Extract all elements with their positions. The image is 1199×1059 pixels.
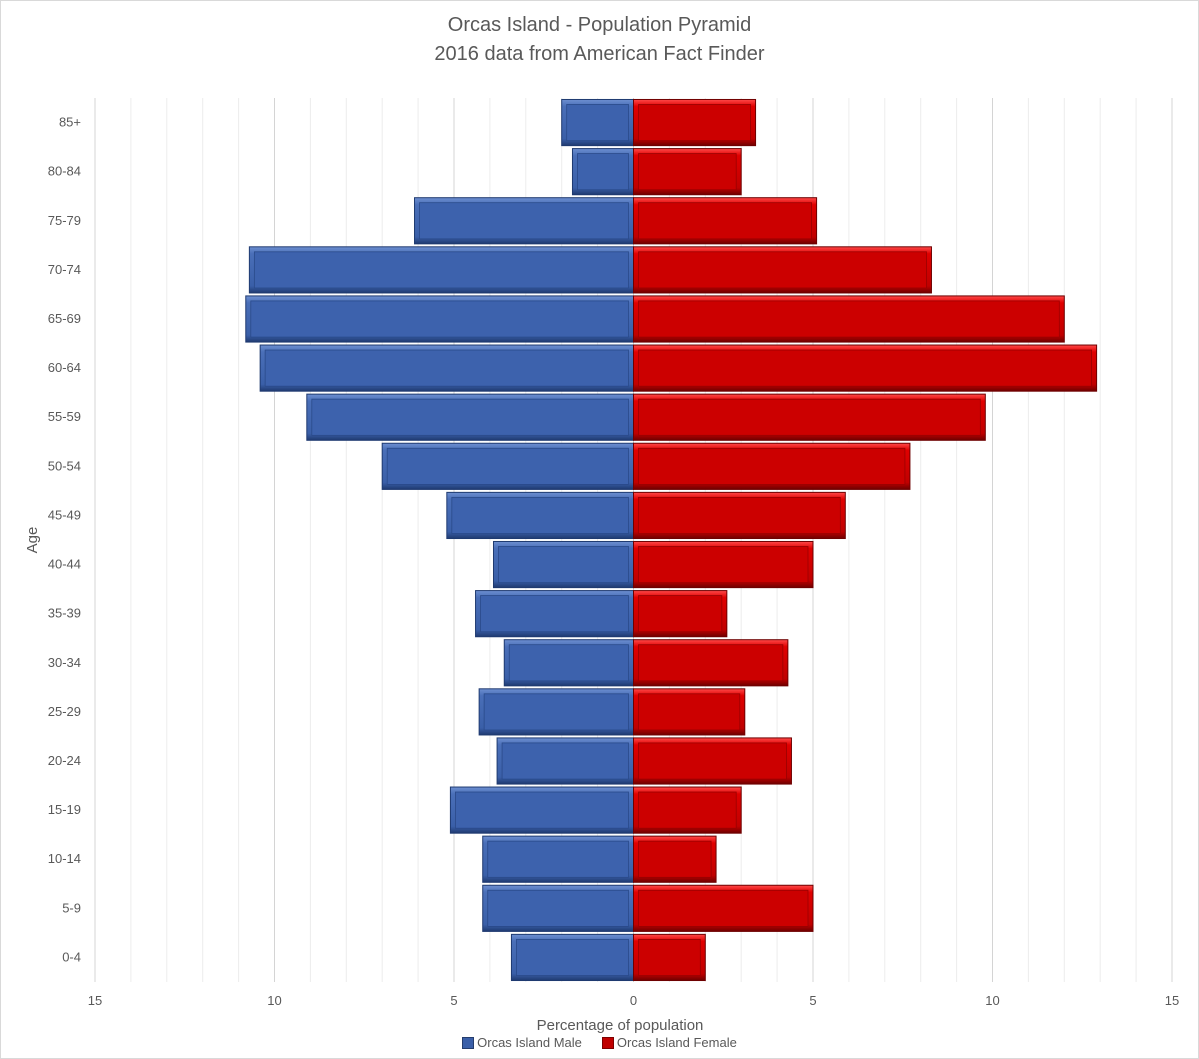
male-bar-45-49 — [446, 491, 634, 540]
x-tick-label: 5 — [809, 993, 816, 1008]
female-bar-30-34 — [633, 639, 789, 687]
x-tick-label: 0 — [630, 993, 637, 1008]
y-tick-label: 60-64 — [48, 360, 81, 375]
x-tick-label: 10 — [985, 993, 999, 1008]
female-bar-80-84 — [633, 148, 742, 196]
female-bar-40-44 — [633, 540, 814, 589]
male-bar-25-29 — [478, 688, 634, 736]
y-tick-label: 75-79 — [48, 213, 81, 228]
x-tick-label: 15 — [88, 993, 102, 1008]
female-bar-5-9 — [633, 884, 814, 932]
y-tick-label: 70-74 — [48, 262, 81, 277]
male-bar-75-79 — [414, 197, 635, 245]
male-bar-10-14 — [482, 835, 634, 883]
legend-label-male: Orcas Island Male — [477, 1035, 582, 1050]
y-tick-label: 30-34 — [48, 655, 81, 670]
y-tick-label: 5-9 — [62, 900, 81, 915]
male-bar-70-74 — [248, 246, 634, 294]
y-axis-title: Age — [24, 527, 41, 554]
y-tick-labels: 85+ 80-84 75-79 70-74 65-69 60-64 55-59 50-54 45… — [48, 115, 81, 965]
female-bar-55-59 — [633, 393, 986, 441]
male-bar-0-4 — [510, 933, 634, 982]
female-bar-25-29 — [633, 688, 746, 736]
male-bar-20-24 — [496, 737, 634, 785]
x-tick-label: 5 — [450, 993, 457, 1008]
y-tick-label: 0-4 — [62, 949, 81, 964]
male-bar-85+ — [561, 98, 635, 147]
y-tick-label: 80-84 — [48, 164, 81, 179]
x-tick-labels: 15 10 5 0 5 10 15 — [88, 993, 1179, 1008]
female-bar-45-49 — [633, 491, 846, 540]
legend-swatch-male — [462, 1036, 475, 1049]
y-tick-label: 10-14 — [48, 851, 81, 866]
legend-swatch-female — [601, 1036, 614, 1049]
y-tick-label: 55-59 — [48, 409, 81, 424]
male-bar-40-44 — [492, 540, 634, 589]
gridlines — [94, 98, 1173, 982]
male-bar-5-9 — [482, 884, 634, 932]
y-tick-label: 45-49 — [48, 507, 81, 522]
y-tick-label: 40-44 — [48, 557, 81, 572]
female-bar-75-79 — [633, 197, 818, 245]
female-bar-20-24 — [633, 737, 792, 785]
male-bar-65-69 — [245, 295, 634, 343]
female-bar-65-69 — [633, 295, 1065, 343]
female-bar-70-74 — [633, 246, 932, 294]
y-tick-label: 20-24 — [48, 753, 81, 768]
y-tick-label: 65-69 — [48, 311, 81, 326]
legend-item-female: Orcas Island Female — [601, 1035, 737, 1050]
legend-item-male: Orcas Island Male — [462, 1035, 582, 1050]
x-tick-label: 15 — [1165, 993, 1179, 1008]
female-bar-85+ — [633, 98, 757, 147]
y-tick-label: 15-19 — [48, 802, 81, 817]
male-bar-15-19 — [449, 786, 634, 834]
female-bar-50-54 — [633, 442, 911, 490]
male-bar-30-34 — [503, 639, 635, 687]
male-bar-60-64 — [259, 344, 634, 392]
x-tick-label: 10 — [267, 993, 281, 1008]
male-bar-55-59 — [306, 393, 634, 441]
y-tick-label: 85+ — [59, 115, 81, 130]
female-bar-15-19 — [633, 786, 742, 834]
bars — [245, 98, 1098, 982]
male-bar-80-84 — [571, 148, 634, 196]
y-tick-label: 25-29 — [48, 704, 81, 719]
female-bar-10-14 — [633, 835, 717, 883]
male-bar-50-54 — [381, 442, 635, 490]
legend-label-female: Orcas Island Female — [616, 1035, 737, 1050]
female-bar-35-39 — [633, 590, 728, 638]
x-axis-title: Percentage of population — [537, 1017, 704, 1034]
chart-title: Orcas Island - Population Pyramid — [447, 14, 752, 36]
male-bar-35-39 — [475, 590, 635, 638]
chart-subtitle: 2016 data from American Fact Finder — [434, 43, 765, 65]
legend: Orcas Island Male Orcas Island Female — [0, 1035, 1199, 1050]
y-tick-label: 35-39 — [48, 606, 81, 621]
female-bar-0-4 — [633, 933, 706, 982]
y-tick-label: 50-54 — [48, 458, 81, 473]
female-bar-60-64 — [633, 344, 1098, 392]
